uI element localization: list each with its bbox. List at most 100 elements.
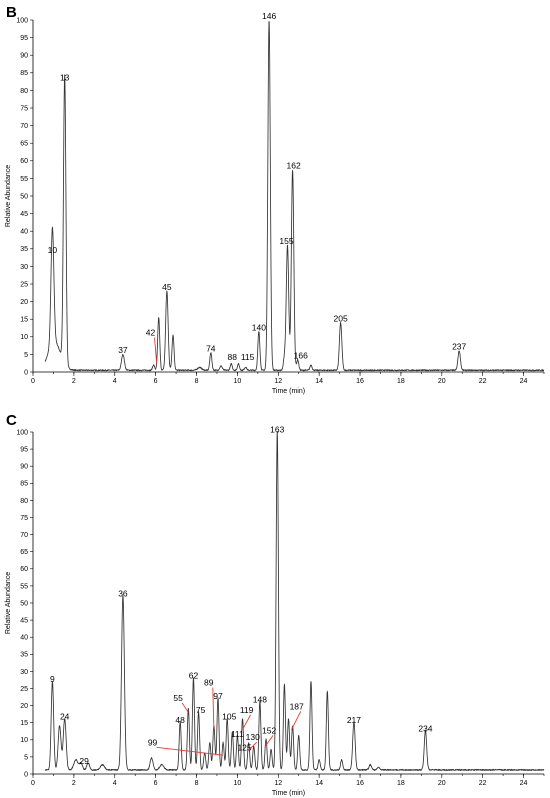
panel-c-chart: 0510152025303540455055606570758085909510… xyxy=(5,424,545,797)
y-tick-label: 80 xyxy=(20,498,28,505)
peak-label: 119 xyxy=(240,705,254,715)
x-tick-label: 16 xyxy=(356,378,364,385)
y-tick-label: 90 xyxy=(20,53,28,60)
x-tick-label: 4 xyxy=(113,780,117,787)
y-tick-label: 60 xyxy=(20,566,28,573)
peak-label: 217 xyxy=(347,715,361,725)
x-axis-title: Time (min) xyxy=(272,790,305,797)
peak-label: 125 xyxy=(237,742,251,752)
peak-leader-line xyxy=(181,702,189,713)
x-tick-label: 0 xyxy=(31,378,35,385)
y-tick-label: 25 xyxy=(20,686,28,693)
peak-label: 99 xyxy=(148,737,158,747)
x-axis-title: Time (min) xyxy=(272,388,305,395)
peak-label: 140 xyxy=(252,322,266,332)
peak-label: 45 xyxy=(162,282,172,292)
x-tick-label: 16 xyxy=(356,780,364,787)
peak-label: 237 xyxy=(452,342,466,352)
peak-label: 166 xyxy=(294,350,308,360)
peak-label: 9 xyxy=(50,674,55,684)
peak-leader-line xyxy=(156,746,224,756)
y-tick-label: 30 xyxy=(20,669,28,676)
y-tick-label: 20 xyxy=(20,703,28,710)
peak-leader-line xyxy=(154,337,158,364)
y-tick-label: 5 xyxy=(24,352,28,359)
peak-label: 37 xyxy=(118,345,128,355)
x-tick-label: 24 xyxy=(520,378,528,385)
y-tick-label: 15 xyxy=(20,720,28,727)
peak-label: 10 xyxy=(48,245,58,255)
x-tick-label: 4 xyxy=(113,378,117,385)
x-tick-label: 22 xyxy=(479,378,487,385)
peak-label: 152 xyxy=(262,725,276,735)
x-tick-label: 6 xyxy=(154,780,158,787)
y-tick-label: 65 xyxy=(20,549,28,556)
peak-label: 89 xyxy=(204,678,214,688)
y-tick-label: 40 xyxy=(20,229,28,236)
peak-label: 55 xyxy=(173,693,183,703)
x-tick-label: 14 xyxy=(315,780,323,787)
y-tick-label: 100 xyxy=(16,429,28,436)
y-tick-label: 30 xyxy=(20,264,28,271)
y-tick-label: 35 xyxy=(20,246,28,253)
peak-label: 36 xyxy=(118,589,128,599)
y-tick-label: 55 xyxy=(20,176,28,183)
peak-label: 205 xyxy=(334,313,348,323)
y-tick-label: 90 xyxy=(20,464,28,471)
peak-label: 115 xyxy=(241,352,255,362)
y-axis-title: Relative Abundance xyxy=(5,165,12,227)
y-tick-label: 5 xyxy=(24,754,28,761)
y-tick-label: 70 xyxy=(20,123,28,130)
x-tick-label: 18 xyxy=(397,780,405,787)
peak-label: 130 xyxy=(246,732,260,742)
peak-label: 155 xyxy=(279,236,293,246)
panel-c-letter: C xyxy=(6,412,17,429)
peak-label: 48 xyxy=(175,715,185,725)
chromatogram-trace xyxy=(44,21,545,372)
y-tick-label: 95 xyxy=(20,35,28,42)
peak-label: 75 xyxy=(196,705,206,715)
x-tick-label: 20 xyxy=(438,378,446,385)
peak-label: 105 xyxy=(222,712,236,722)
y-tick-label: 40 xyxy=(20,635,28,642)
x-tick-label: 10 xyxy=(234,378,242,385)
peak-label: 88 xyxy=(228,352,238,362)
y-tick-label: 10 xyxy=(20,737,28,744)
x-tick-label: 6 xyxy=(154,378,158,385)
peak-label: 13 xyxy=(60,72,70,82)
y-tick-label: 85 xyxy=(20,481,28,488)
x-tick-label: 22 xyxy=(479,780,487,787)
panel-b-letter: B xyxy=(6,4,17,21)
y-tick-label: 50 xyxy=(20,600,28,607)
y-tick-label: 65 xyxy=(20,141,28,148)
x-tick-label: 12 xyxy=(274,780,282,787)
peak-label: 62 xyxy=(189,671,199,681)
y-tick-label: 75 xyxy=(20,515,28,522)
x-tick-label: 14 xyxy=(315,378,323,385)
panel-b-chart: 0510152025303540455055606570758085909510… xyxy=(5,11,545,395)
x-tick-label: 2 xyxy=(72,780,76,787)
x-tick-label: 2 xyxy=(72,378,76,385)
peak-label: 42 xyxy=(146,328,156,338)
peak-label: 74 xyxy=(206,343,216,353)
y-tick-label: 75 xyxy=(20,105,28,112)
x-tick-label: 8 xyxy=(195,378,199,385)
peak-leader-line xyxy=(264,735,274,747)
peak-label: 148 xyxy=(253,695,267,705)
y-tick-label: 45 xyxy=(20,211,28,218)
peak-label: 187 xyxy=(290,701,304,711)
peak-leader-line xyxy=(242,714,251,730)
y-tick-label: 100 xyxy=(16,17,28,24)
y-tick-label: 80 xyxy=(20,88,28,95)
peak-label: 97 xyxy=(213,691,223,701)
peak-leader-line xyxy=(291,711,302,730)
peak-label: 163 xyxy=(270,424,284,434)
x-tick-label: 20 xyxy=(438,780,446,787)
y-tick-label: 25 xyxy=(20,281,28,288)
y-axis-title: Relative Abundance xyxy=(5,572,12,634)
peak-label: 234 xyxy=(418,724,432,734)
y-tick-label: 35 xyxy=(20,652,28,659)
y-tick-label: 0 xyxy=(24,369,28,376)
peak-leader-line xyxy=(248,741,258,751)
